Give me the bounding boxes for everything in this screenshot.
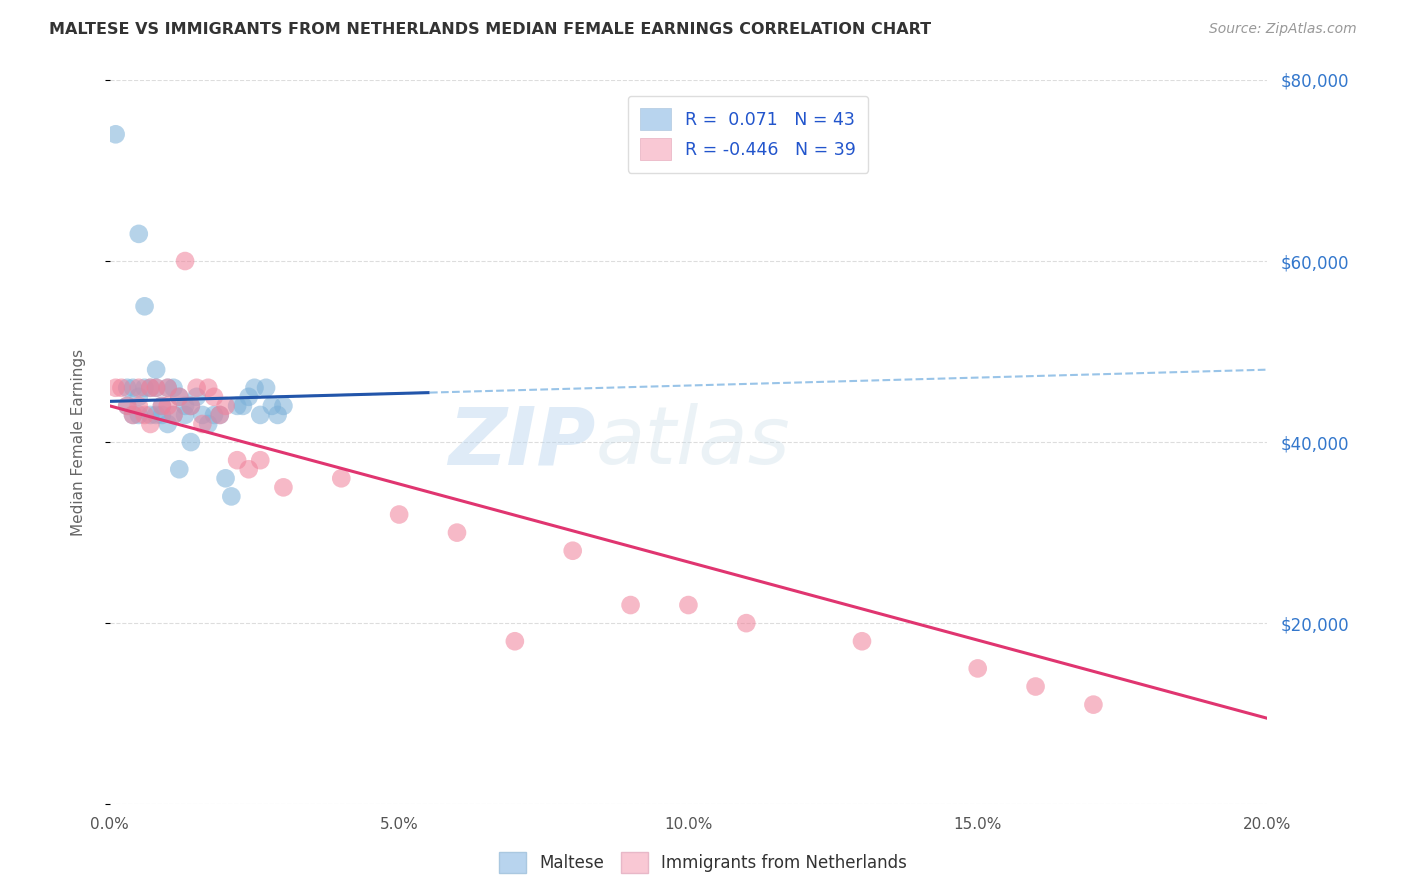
- Point: [208, 408, 231, 422]
- Point: [139, 408, 162, 422]
- Point: [128, 408, 150, 422]
- Point: [122, 381, 145, 395]
- Point: [174, 408, 197, 422]
- Point: [145, 362, 167, 376]
- Point: [150, 399, 173, 413]
- Point: [238, 390, 260, 404]
- Legend: Maltese, Immigrants from Netherlands: Maltese, Immigrants from Netherlands: [492, 846, 914, 880]
- Point: [191, 408, 214, 422]
- Point: [156, 381, 179, 395]
- Point: [214, 399, 236, 413]
- Point: [145, 381, 167, 395]
- Point: [191, 417, 214, 431]
- Point: [851, 634, 873, 648]
- Point: [115, 381, 138, 395]
- Point: [735, 616, 758, 631]
- Point: [115, 399, 138, 413]
- Point: [156, 399, 179, 413]
- Point: [330, 471, 353, 485]
- Point: [186, 390, 208, 404]
- Point: [145, 408, 167, 422]
- Point: [197, 417, 219, 431]
- Point: [226, 399, 249, 413]
- Point: [221, 490, 243, 504]
- Point: [273, 480, 295, 494]
- Point: [273, 399, 295, 413]
- Point: [180, 399, 202, 413]
- Point: [169, 390, 191, 404]
- Point: [180, 435, 202, 450]
- Point: [156, 381, 179, 395]
- Point: [104, 381, 127, 395]
- Point: [139, 381, 162, 395]
- Point: [202, 390, 225, 404]
- Point: [128, 227, 150, 241]
- Point: [1025, 680, 1047, 694]
- Point: [162, 408, 184, 422]
- Point: [134, 381, 156, 395]
- Point: [104, 128, 127, 142]
- Point: [128, 399, 150, 413]
- Point: [197, 381, 219, 395]
- Point: [678, 598, 700, 612]
- Point: [260, 399, 283, 413]
- Point: [214, 471, 236, 485]
- Text: Source: ZipAtlas.com: Source: ZipAtlas.com: [1209, 22, 1357, 37]
- Point: [186, 381, 208, 395]
- Point: [226, 453, 249, 467]
- Point: [122, 408, 145, 422]
- Point: [1083, 698, 1105, 712]
- Point: [174, 399, 197, 413]
- Point: [128, 381, 150, 395]
- Point: [208, 408, 231, 422]
- Point: [254, 381, 277, 395]
- Point: [162, 408, 184, 422]
- Point: [243, 381, 266, 395]
- Point: [115, 399, 138, 413]
- Text: atlas: atlas: [596, 403, 790, 481]
- Point: [139, 381, 162, 395]
- Point: [561, 543, 583, 558]
- Point: [134, 299, 156, 313]
- Point: [266, 408, 288, 422]
- Point: [162, 381, 184, 395]
- Text: ZIP: ZIP: [449, 403, 596, 481]
- Point: [174, 254, 197, 268]
- Point: [110, 381, 132, 395]
- Point: [134, 408, 156, 422]
- Point: [388, 508, 411, 522]
- Point: [150, 408, 173, 422]
- Point: [156, 417, 179, 431]
- Y-axis label: Median Female Earnings: Median Female Earnings: [72, 349, 86, 536]
- Point: [249, 453, 271, 467]
- Point: [145, 381, 167, 395]
- Point: [238, 462, 260, 476]
- Point: [150, 399, 173, 413]
- Point: [202, 408, 225, 422]
- Point: [619, 598, 641, 612]
- Point: [446, 525, 468, 540]
- Legend: R =  0.071   N = 43, R = -0.446   N = 39: R = 0.071 N = 43, R = -0.446 N = 39: [627, 96, 868, 173]
- Point: [139, 417, 162, 431]
- Point: [169, 390, 191, 404]
- Point: [169, 462, 191, 476]
- Point: [966, 661, 988, 675]
- Point: [128, 390, 150, 404]
- Point: [503, 634, 526, 648]
- Point: [180, 399, 202, 413]
- Point: [122, 408, 145, 422]
- Point: [232, 399, 254, 413]
- Text: MALTESE VS IMMIGRANTS FROM NETHERLANDS MEDIAN FEMALE EARNINGS CORRELATION CHART: MALTESE VS IMMIGRANTS FROM NETHERLANDS M…: [49, 22, 931, 37]
- Point: [249, 408, 271, 422]
